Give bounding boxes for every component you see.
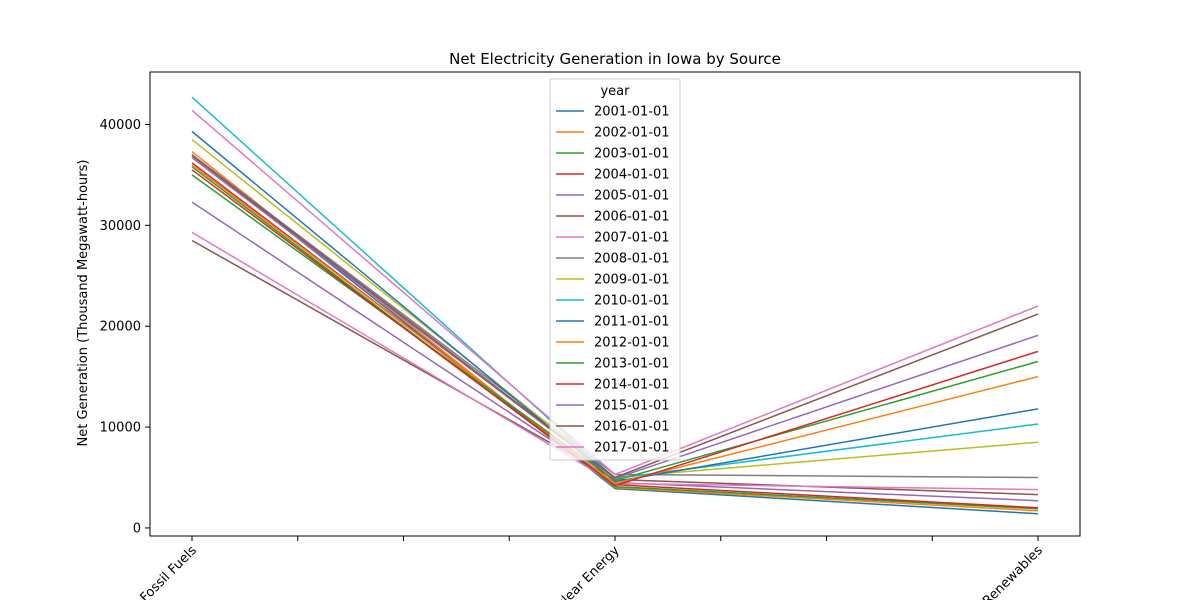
legend-entry-label: 2012-01-01: [594, 336, 670, 351]
legend: year 2001-01-01 2002-01-01 2003-01-01 2004-…: [549, 78, 681, 461]
x-tick-label: Nuclear Energy: [542, 543, 623, 600]
legend-entry-label: 2007-01-01: [594, 231, 670, 246]
y-axis: 0 10000 20000 30000 40000: [100, 118, 150, 536]
legend-entry-label: 2011-01-01: [594, 315, 670, 330]
x-tick-label: Fossil Fuels: [137, 543, 200, 600]
chart-title: Net Electricity Generation in Iowa by So…: [449, 50, 781, 68]
legend-entry-label: 2013-01-01: [594, 357, 670, 372]
legend-entry-label: 2009-01-01: [594, 273, 670, 288]
y-tick-label: 10000: [100, 421, 141, 436]
x-tick-label: Renewables: [980, 543, 1046, 600]
series-line-2014-01-01: [191, 169, 1039, 487]
series-line-2013-01-01: [191, 174, 1039, 482]
y-tick-label: 20000: [100, 320, 141, 335]
series-line-2003-01-01: [191, 166, 1039, 510]
series-line-2006-01-01: [191, 239, 1039, 496]
series-line-2005-01-01: [191, 201, 1039, 502]
legend-entry-label: 2005-01-01: [594, 189, 670, 204]
legend-entry-label: 2016-01-01: [594, 420, 670, 435]
series-line-2004-01-01: [191, 162, 1039, 509]
y-tick-label: 30000: [100, 219, 141, 234]
legend-entry-label: 2002-01-01: [594, 126, 670, 141]
legend-entry-label: 2017-01-01: [594, 441, 670, 456]
legend-entry-label: 2001-01-01: [594, 105, 670, 120]
legend-entry-label: 2015-01-01: [594, 399, 670, 414]
series-line-2015-01-01: [191, 157, 1039, 480]
y-axis-label: Net Generation (Thousand Megawatt-hours): [76, 160, 91, 447]
legend-entry-label: 2010-01-01: [594, 294, 670, 309]
x-axis: Fossil Fuels Nuclear Energy Renewables: [137, 536, 1046, 600]
legend-entry-label: 2006-01-01: [594, 210, 670, 225]
series-line-2012-01-01: [191, 164, 1039, 485]
plot-lines: [191, 96, 1039, 515]
y-tick-label: 0: [133, 521, 141, 536]
y-tick-label: 40000: [100, 118, 141, 133]
series-line-2016-01-01: [191, 155, 1039, 479]
series-line-2011-01-01: [191, 130, 1039, 483]
legend-title: year: [600, 84, 630, 99]
legend-items: 2001-01-01 2002-01-01 2003-01-01 2004-01-01…: [556, 105, 670, 456]
legend-entry-label: 2003-01-01: [594, 147, 670, 162]
series-line-2017-01-01: [191, 109, 1039, 476]
legend-entry-label: 2014-01-01: [594, 378, 670, 393]
legend-entry-label: 2004-01-01: [594, 168, 670, 183]
legend-entry-label: 2008-01-01: [594, 252, 670, 267]
series-line-2001-01-01: [191, 154, 1039, 515]
